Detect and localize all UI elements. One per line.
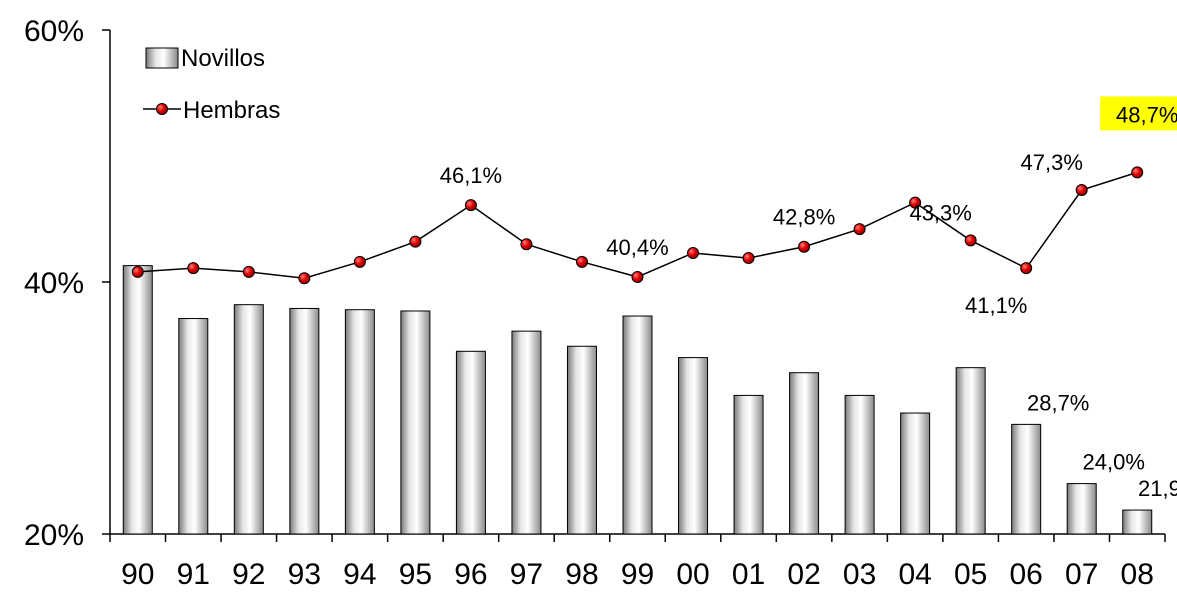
bar-novillos	[900, 412, 931, 535]
data-label-hembras: 43,3%	[909, 200, 971, 225]
x-tick-label: 97	[510, 558, 543, 591]
data-label-novillos: 28,7%	[1027, 390, 1089, 415]
bar-novillos	[1011, 423, 1042, 535]
point-hembras	[298, 272, 311, 285]
legend-marker-hembras	[156, 103, 168, 115]
point-hembras	[187, 262, 200, 275]
x-axis: 90 91 92 93 94 95 96 97 98 99 00 01 02 03 04 05 06 07 08	[109, 533, 1166, 591]
x-tick-label: 05	[954, 558, 987, 591]
data-label-hembras: 40,4%	[606, 235, 668, 260]
data-label-novillos: 21,9%	[1138, 476, 1177, 501]
point-hembras	[631, 270, 644, 283]
y-tick-label-40: 40%	[24, 267, 84, 300]
x-tick-label: 08	[1121, 558, 1154, 591]
x-tick-label: 99	[621, 558, 654, 591]
point-hembras	[798, 240, 811, 253]
bar-novillos	[233, 304, 264, 535]
x-tick-label: 93	[288, 558, 321, 591]
bar-novillos	[511, 330, 542, 535]
x-tick-label: 02	[787, 558, 820, 591]
data-label-hembras: 42,8%	[773, 205, 835, 230]
bar-novillos	[289, 307, 320, 535]
legend-label-hembras: Hembras	[183, 97, 280, 124]
data-labels: 46,1% 40,4% 42,8% 43,3% 41,1% 47,3% 48,7% 28,7%…	[440, 96, 1177, 501]
data-label-hembras: 47,3%	[1021, 150, 1083, 175]
point-hembras	[409, 235, 422, 248]
point-hembras	[964, 234, 977, 247]
point-hembras	[242, 265, 255, 278]
point-hembras	[909, 196, 922, 209]
x-tick-label: 07	[1065, 558, 1098, 591]
data-label-hembras: 46,1%	[440, 163, 502, 188]
x-tick-label: 92	[232, 558, 265, 591]
point-hembras	[520, 238, 533, 251]
bar-novillos	[622, 315, 653, 535]
x-tick-label: 91	[177, 558, 210, 591]
y-tick-label-60: 60%	[24, 15, 84, 48]
bar-novillos	[1122, 509, 1153, 535]
x-tick-label: 98	[565, 558, 598, 591]
data-label-hembras: 41,1%	[965, 293, 1027, 318]
point-hembras	[687, 247, 700, 260]
bar-novillos	[455, 350, 486, 535]
bar-novillos	[566, 345, 597, 535]
bar-novillos	[789, 372, 820, 535]
point-hembras	[1131, 166, 1144, 179]
y-tick-label-20: 20%	[24, 519, 84, 552]
bar-novillos	[122, 265, 153, 535]
legend-label-novillos: Novillos	[181, 45, 265, 72]
point-hembras	[853, 223, 866, 236]
bar-novillos	[400, 310, 431, 535]
series-hembras-line	[131, 166, 1144, 285]
bar-novillos	[178, 318, 209, 535]
bar-novillos	[844, 394, 875, 535]
x-tick-label: 95	[399, 558, 432, 591]
point-hembras	[1020, 262, 1033, 275]
bar-novillos	[733, 394, 764, 535]
point-hembras	[464, 199, 477, 212]
data-label-novillos: 24,0%	[1083, 450, 1145, 475]
x-tick-label: 04	[898, 558, 931, 591]
line-hembras	[137, 171, 1138, 279]
x-tick-label: 90	[121, 558, 154, 591]
x-tick-label: 06	[1009, 558, 1042, 591]
point-hembras	[131, 265, 144, 278]
bar-novillos	[955, 367, 986, 535]
data-label-hembras-highlight: 48,7%	[1116, 102, 1177, 127]
x-tick-label: 03	[843, 558, 876, 591]
x-tick-labels: 90 91 92 93 94 95 96 97 98 99 00 01 02 03 04 05 06 07 08	[121, 558, 1154, 591]
point-hembras	[1075, 184, 1088, 197]
x-tick-label: 96	[454, 558, 487, 591]
x-tick-label: 94	[343, 558, 376, 591]
point-hembras	[575, 255, 588, 268]
bar-novillos	[678, 357, 709, 535]
legend-swatch-novillos	[145, 47, 179, 69]
x-tick-label: 01	[732, 558, 765, 591]
x-tick-marks	[109, 534, 1166, 542]
legend: Novillos Hembras	[143, 45, 280, 124]
x-tick-label: 00	[676, 558, 709, 591]
point-hembras	[742, 252, 755, 265]
bar-novillos	[1066, 483, 1097, 535]
highlight-box	[1100, 96, 1177, 131]
point-hembras	[353, 255, 366, 268]
bar-novillos	[344, 309, 375, 535]
series-novillos-bars	[122, 265, 1153, 535]
y-axis: 60% 40% 20%	[24, 15, 111, 552]
